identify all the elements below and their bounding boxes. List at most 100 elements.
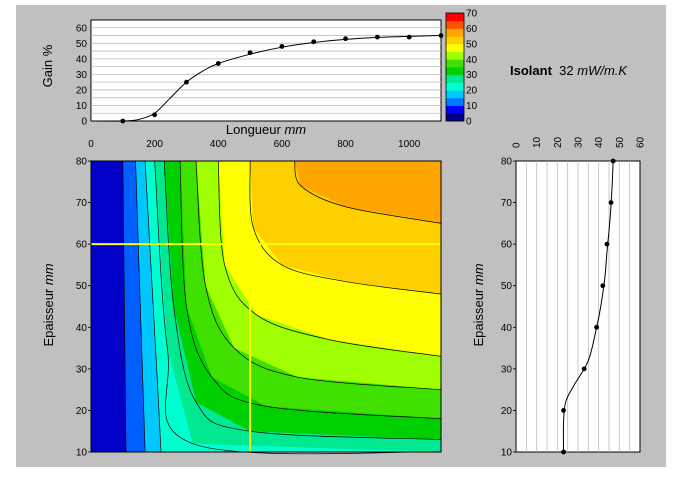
colorbar-swatch — [446, 113, 464, 122]
map-y-tick-label: 80 — [76, 157, 88, 168]
profile-y-tick-label: 80 — [501, 157, 513, 168]
colorbar-swatch — [446, 105, 464, 114]
colorbar-swatch — [446, 43, 464, 52]
colorbar-swatch — [446, 82, 464, 91]
contour-line — [122, 160, 127, 453]
gain-point — [406, 34, 412, 40]
profile-points — [561, 158, 616, 455]
gain-point — [247, 50, 253, 56]
profile-y-tick-label: 50 — [501, 281, 513, 292]
gain-x-tick-label: 0 — [88, 139, 94, 150]
contour-line — [195, 160, 442, 390]
profile-y-tick-label: 10 — [501, 448, 513, 459]
gain-y-tick-label: 30 — [76, 70, 88, 81]
colorbar-swatch — [446, 36, 464, 45]
gain-y-tick-label: 60 — [76, 23, 88, 34]
profile-x-tick-label: 10 — [532, 136, 543, 148]
gain-x-tick-label: 800 — [337, 139, 354, 150]
thickness-profile: 10 20 30 40 50 60 70 80 0 10 20 30 40 50 60 Epaisseur… — [471, 136, 647, 458]
gain-y-tick-label: 0 — [81, 117, 87, 128]
gain-points — [120, 33, 444, 124]
colorbar-tick-label: 60 — [466, 24, 478, 35]
map-y-tick-label: 60 — [76, 240, 88, 251]
profile-y-tick-label: 20 — [501, 406, 513, 417]
profile-y-tick-label: 40 — [501, 323, 513, 334]
contour-line — [179, 160, 442, 420]
gain-point — [438, 33, 444, 38]
map-y-label: Epaisseur mm — [41, 263, 56, 346]
gain-point — [184, 79, 189, 85]
contour-fills — [91, 161, 441, 452]
map-y-tick-label: 40 — [76, 323, 88, 334]
gain-grid — [91, 27, 441, 114]
gain-point — [215, 61, 221, 66]
gain-x-tick-label: 200 — [146, 139, 163, 150]
contour-region — [91, 161, 126, 452]
gain-x-label: Longueur mm — [226, 122, 306, 137]
gain-point — [120, 118, 126, 124]
profile-fit-curve — [562, 160, 614, 453]
isolant-value: 32 — [559, 63, 574, 78]
contour-region — [91, 161, 441, 452]
gain-point — [374, 34, 380, 40]
gain-point — [279, 44, 285, 49]
profile-y-tick-label: 30 — [501, 364, 513, 375]
colorbar-swatch — [446, 13, 464, 22]
profile-point — [561, 449, 566, 455]
gain-y-label: Gain % — [40, 44, 55, 87]
profile-x-ticks: 0 10 20 30 40 50 60 — [512, 136, 647, 148]
gain-y-ticks: 0 10 20 30 40 50 60 — [76, 23, 88, 127]
colorbar-tick-label: 0 — [466, 117, 472, 128]
profile-point — [610, 158, 616, 164]
colorbar-swatch — [446, 59, 464, 68]
profile-point — [581, 366, 587, 372]
contour-line — [249, 160, 442, 295]
profile-x-tick-label: 50 — [615, 136, 626, 148]
profile-y-ticks: 10 20 30 40 50 60 70 80 — [501, 157, 516, 459]
colorbar-swatch — [446, 97, 464, 106]
gain-x-tick-label: 600 — [274, 139, 291, 150]
gain-x-ticks: 0 200 400 600 800 1000 — [88, 139, 421, 150]
contour-map: 10 20 30 40 50 60 70 80 Epaisseur mm — [41, 157, 442, 459]
map-y-tick-label: 20 — [76, 406, 88, 417]
contour-line — [144, 160, 162, 453]
map-y-ticks: 10 20 30 40 50 60 70 80 — [76, 157, 91, 459]
profile-x-tick-label: 30 — [574, 136, 585, 148]
profile-point — [594, 324, 599, 330]
map-y-tick-label: 10 — [76, 448, 88, 459]
colorbar-swatch — [446, 51, 464, 60]
colorbar-tick-label: 50 — [466, 39, 478, 50]
colorbar-swatch — [446, 74, 464, 83]
colorbar-tick-label: 40 — [466, 55, 478, 66]
map-y-tick-label: 30 — [76, 364, 88, 375]
contour-map-border — [90, 160, 442, 453]
colorbar-tick-label: 20 — [466, 86, 478, 97]
profile-y-tick-label: 60 — [501, 240, 513, 251]
contour-line — [135, 160, 146, 453]
profile-point — [561, 408, 566, 413]
gain-x-tick-label: 400 — [210, 139, 227, 150]
map-y-tick-label: 50 — [76, 281, 88, 292]
profile-x-tick-label: 0 — [512, 142, 523, 148]
profile-x-tick-label: 20 — [553, 136, 564, 148]
colorbar-tick-label: 30 — [466, 70, 478, 81]
profile-x-tick-label: 60 — [636, 136, 647, 148]
contour-line — [294, 160, 442, 224]
gain-y-tick-label: 10 — [76, 101, 88, 112]
profile-x-tick-label: 40 — [594, 136, 605, 148]
gain-point — [311, 39, 317, 45]
gain-y-tick-label: 40 — [76, 54, 88, 65]
isolant-unit: mW/m.K — [577, 63, 628, 78]
contour-line — [163, 160, 442, 440]
colorbar-swatch — [446, 90, 464, 99]
colorbar-tick-label: 10 — [466, 101, 478, 112]
profile-point — [600, 283, 606, 289]
gain-point — [343, 36, 348, 42]
profile-y-label: Epaisseur mm — [471, 263, 486, 346]
gain-x-tick-label: 1000 — [398, 139, 421, 150]
colorbar-swatch — [446, 28, 464, 37]
gain-chart: 0 10 20 30 40 50 60 Gain % Longueur mm 0 200 400… — [40, 19, 444, 150]
contour-line — [154, 160, 442, 455]
isolant-annotation: Isolant 32 mW/m.K — [510, 63, 627, 78]
